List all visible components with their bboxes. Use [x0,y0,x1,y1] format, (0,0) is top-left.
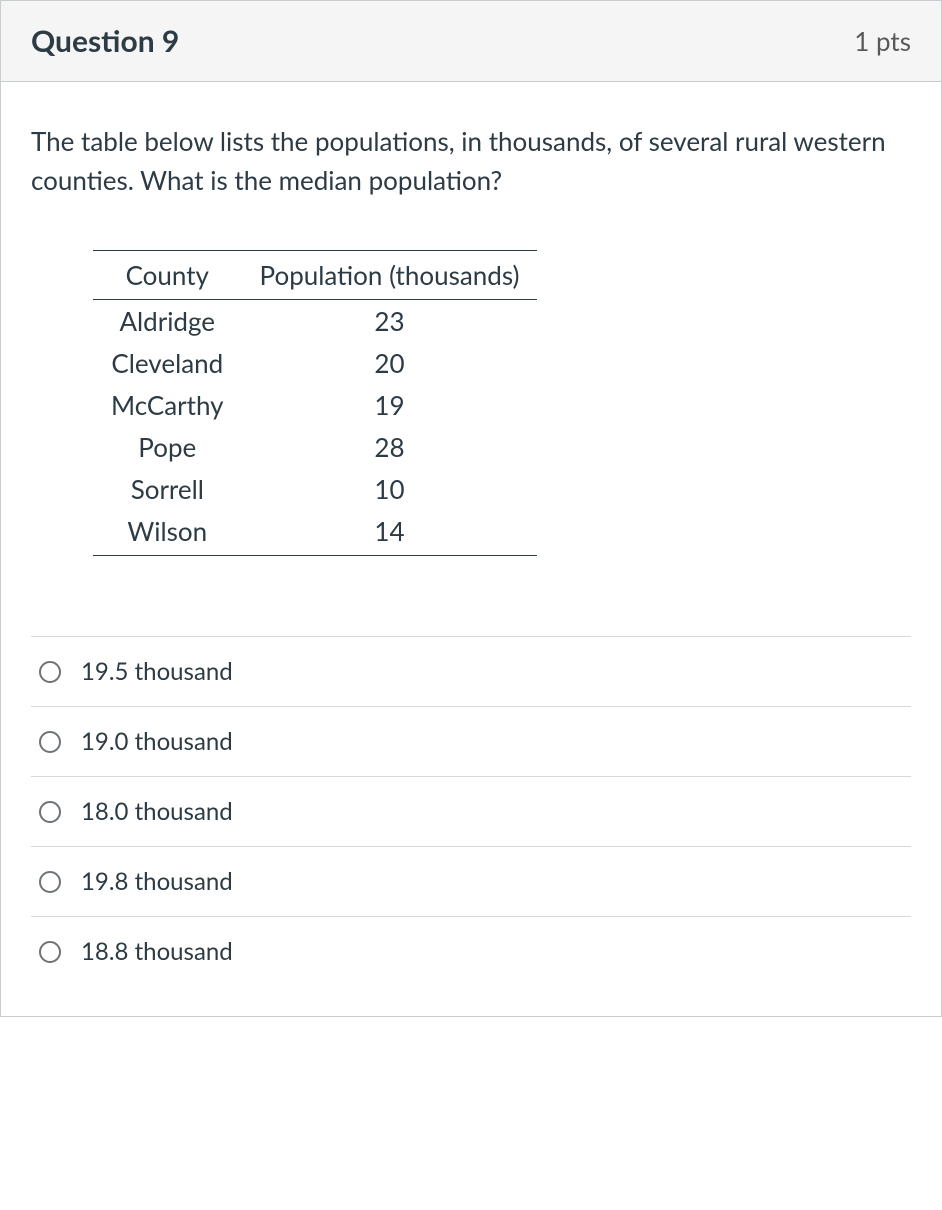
question-body: The table below lists the populations, i… [1,82,941,1016]
answer-option[interactable]: 18.0 thousand [31,776,911,846]
question-card: Question 9 1 pts The table below lists t… [0,0,942,1017]
population-table: County Population (thousands) Aldridge 2… [93,250,537,556]
table-cell-population: 20 [242,342,538,384]
table-cell-county: Aldridge [93,300,242,343]
question-title: Question 9 [31,23,179,59]
answer-label: 18.0 thousand [81,797,233,826]
table-cell-population: 10 [242,468,538,510]
table-row: Wilson 14 [93,510,537,556]
answer-label: 19.5 thousand [81,657,233,686]
table-row: Aldridge 23 [93,300,537,343]
radio-icon [39,661,61,683]
table-cell-county: Pope [93,426,242,468]
question-prompt: The table below lists the populations, i… [31,122,911,200]
answer-option[interactable]: 18.8 thousand [31,916,911,986]
table-cell-population: 23 [242,300,538,343]
table-cell-population: 14 [242,510,538,556]
table-row: McCarthy 19 [93,384,537,426]
answer-option[interactable]: 19.8 thousand [31,846,911,916]
table-header-county: County [93,251,242,300]
table-cell-county: Sorrell [93,468,242,510]
answer-label: 19.0 thousand [81,727,233,756]
question-points: 1 pts [854,25,911,57]
table-cell-population: 28 [242,426,538,468]
table-cell-county: Wilson [93,510,242,556]
table-row: Sorrell 10 [93,468,537,510]
answer-label: 18.8 thousand [81,937,233,966]
table-header-row: County Population (thousands) [93,251,537,300]
question-header: Question 9 1 pts [1,1,941,82]
answer-label: 19.8 thousand [81,867,233,896]
radio-icon [39,941,61,963]
table-header-population: Population (thousands) [242,251,538,300]
radio-icon [39,731,61,753]
table-row: Cleveland 20 [93,342,537,384]
answer-option[interactable]: 19.5 thousand [31,636,911,706]
radio-icon [39,801,61,823]
table-row: Pope 28 [93,426,537,468]
answer-list: 19.5 thousand 19.0 thousand 18.0 thousan… [31,636,911,986]
table-cell-county: Cleveland [93,342,242,384]
table-cell-county: McCarthy [93,384,242,426]
data-table-wrap: County Population (thousands) Aldridge 2… [31,250,911,556]
table-cell-population: 19 [242,384,538,426]
radio-icon [39,871,61,893]
answer-option[interactable]: 19.0 thousand [31,706,911,776]
